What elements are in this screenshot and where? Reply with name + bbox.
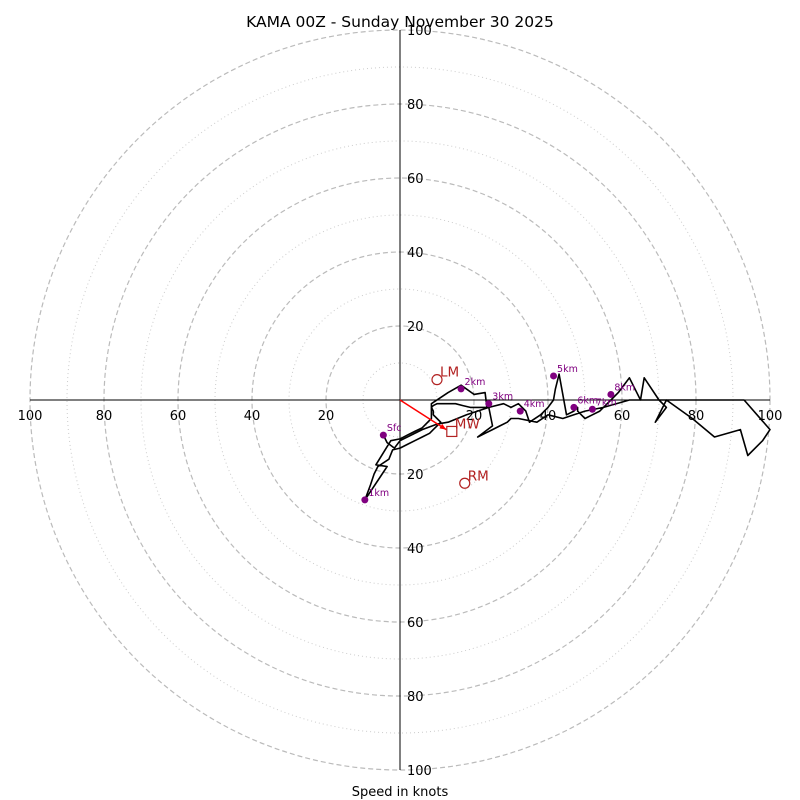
tick-label-bottom-20: 20	[407, 468, 424, 483]
mean-wind-arrowhead	[439, 423, 447, 430]
height-marker-5km	[550, 372, 558, 380]
tick-label-right-20: 20	[466, 409, 483, 424]
mw-label: MW	[455, 416, 480, 432]
height-label-8km: 8km	[614, 382, 635, 393]
mw-marker	[446, 425, 458, 438]
lm-marker	[431, 374, 443, 386]
tick-label-right-40: 40	[540, 409, 557, 424]
height-label-2km: 2km	[465, 377, 486, 388]
tick-label-left-100: 100	[18, 409, 43, 424]
tick-label-bottom-40: 40	[407, 542, 424, 557]
chart-title: KAMA 00Z - Sunday November 30 2025	[246, 13, 554, 31]
lm-label: LM	[440, 365, 459, 381]
height-marker-sfc	[379, 431, 387, 439]
tick-label-bottom-60: 60	[407, 616, 424, 631]
height-label-4km: 4km	[524, 399, 545, 410]
tick-label-left-40: 40	[244, 409, 261, 424]
tick-label-bottom-100: 100	[407, 764, 432, 779]
height-label-5km: 5km	[557, 364, 578, 375]
height-marker-7km	[588, 405, 596, 413]
height-label-6km: 6km	[577, 395, 598, 406]
height-marker-2km	[457, 385, 465, 393]
tick-label-top-60: 60	[407, 172, 424, 187]
height-marker-6km	[570, 403, 578, 411]
tick-label-top-80: 80	[407, 98, 424, 113]
x-axis-label: Speed in knots	[352, 785, 449, 800]
tick-label-top-40: 40	[407, 246, 424, 261]
tick-label-left-80: 80	[96, 409, 113, 424]
tick-label-right-80: 80	[688, 409, 705, 424]
height-label-sfc: Sfc	[387, 423, 402, 434]
tick-label-top-100: 100	[407, 24, 432, 39]
height-marker-3km	[485, 400, 493, 408]
tick-label-left-20: 20	[318, 409, 335, 424]
tick-label-bottom-80: 80	[407, 690, 424, 705]
height-label-1km: 1km	[368, 488, 389, 499]
tick-label-left-60: 60	[170, 409, 187, 424]
height-marker-8km	[607, 390, 615, 398]
height-marker-1km	[361, 496, 369, 504]
tick-labels: 20 20 20 20 40 40 40 40 60 60 60 60 80 80 80 80 100 100 10…	[18, 24, 783, 779]
wind-profile	[364, 373, 771, 501]
tick-label-right-60: 60	[614, 409, 631, 424]
hodograph-trace	[364, 373, 771, 501]
height-label-3km: 3km	[492, 392, 513, 403]
tick-label-right-100: 100	[758, 409, 783, 424]
rm-label: RM	[468, 468, 489, 484]
mean-wind-vector	[399, 399, 447, 431]
height-marker-4km	[516, 407, 524, 415]
height-label-7km: 7km	[596, 397, 617, 408]
tick-label-top-20: 20	[407, 320, 424, 335]
storm-motion-markers: LM RM MW	[431, 365, 489, 489]
rm-marker	[459, 477, 471, 489]
